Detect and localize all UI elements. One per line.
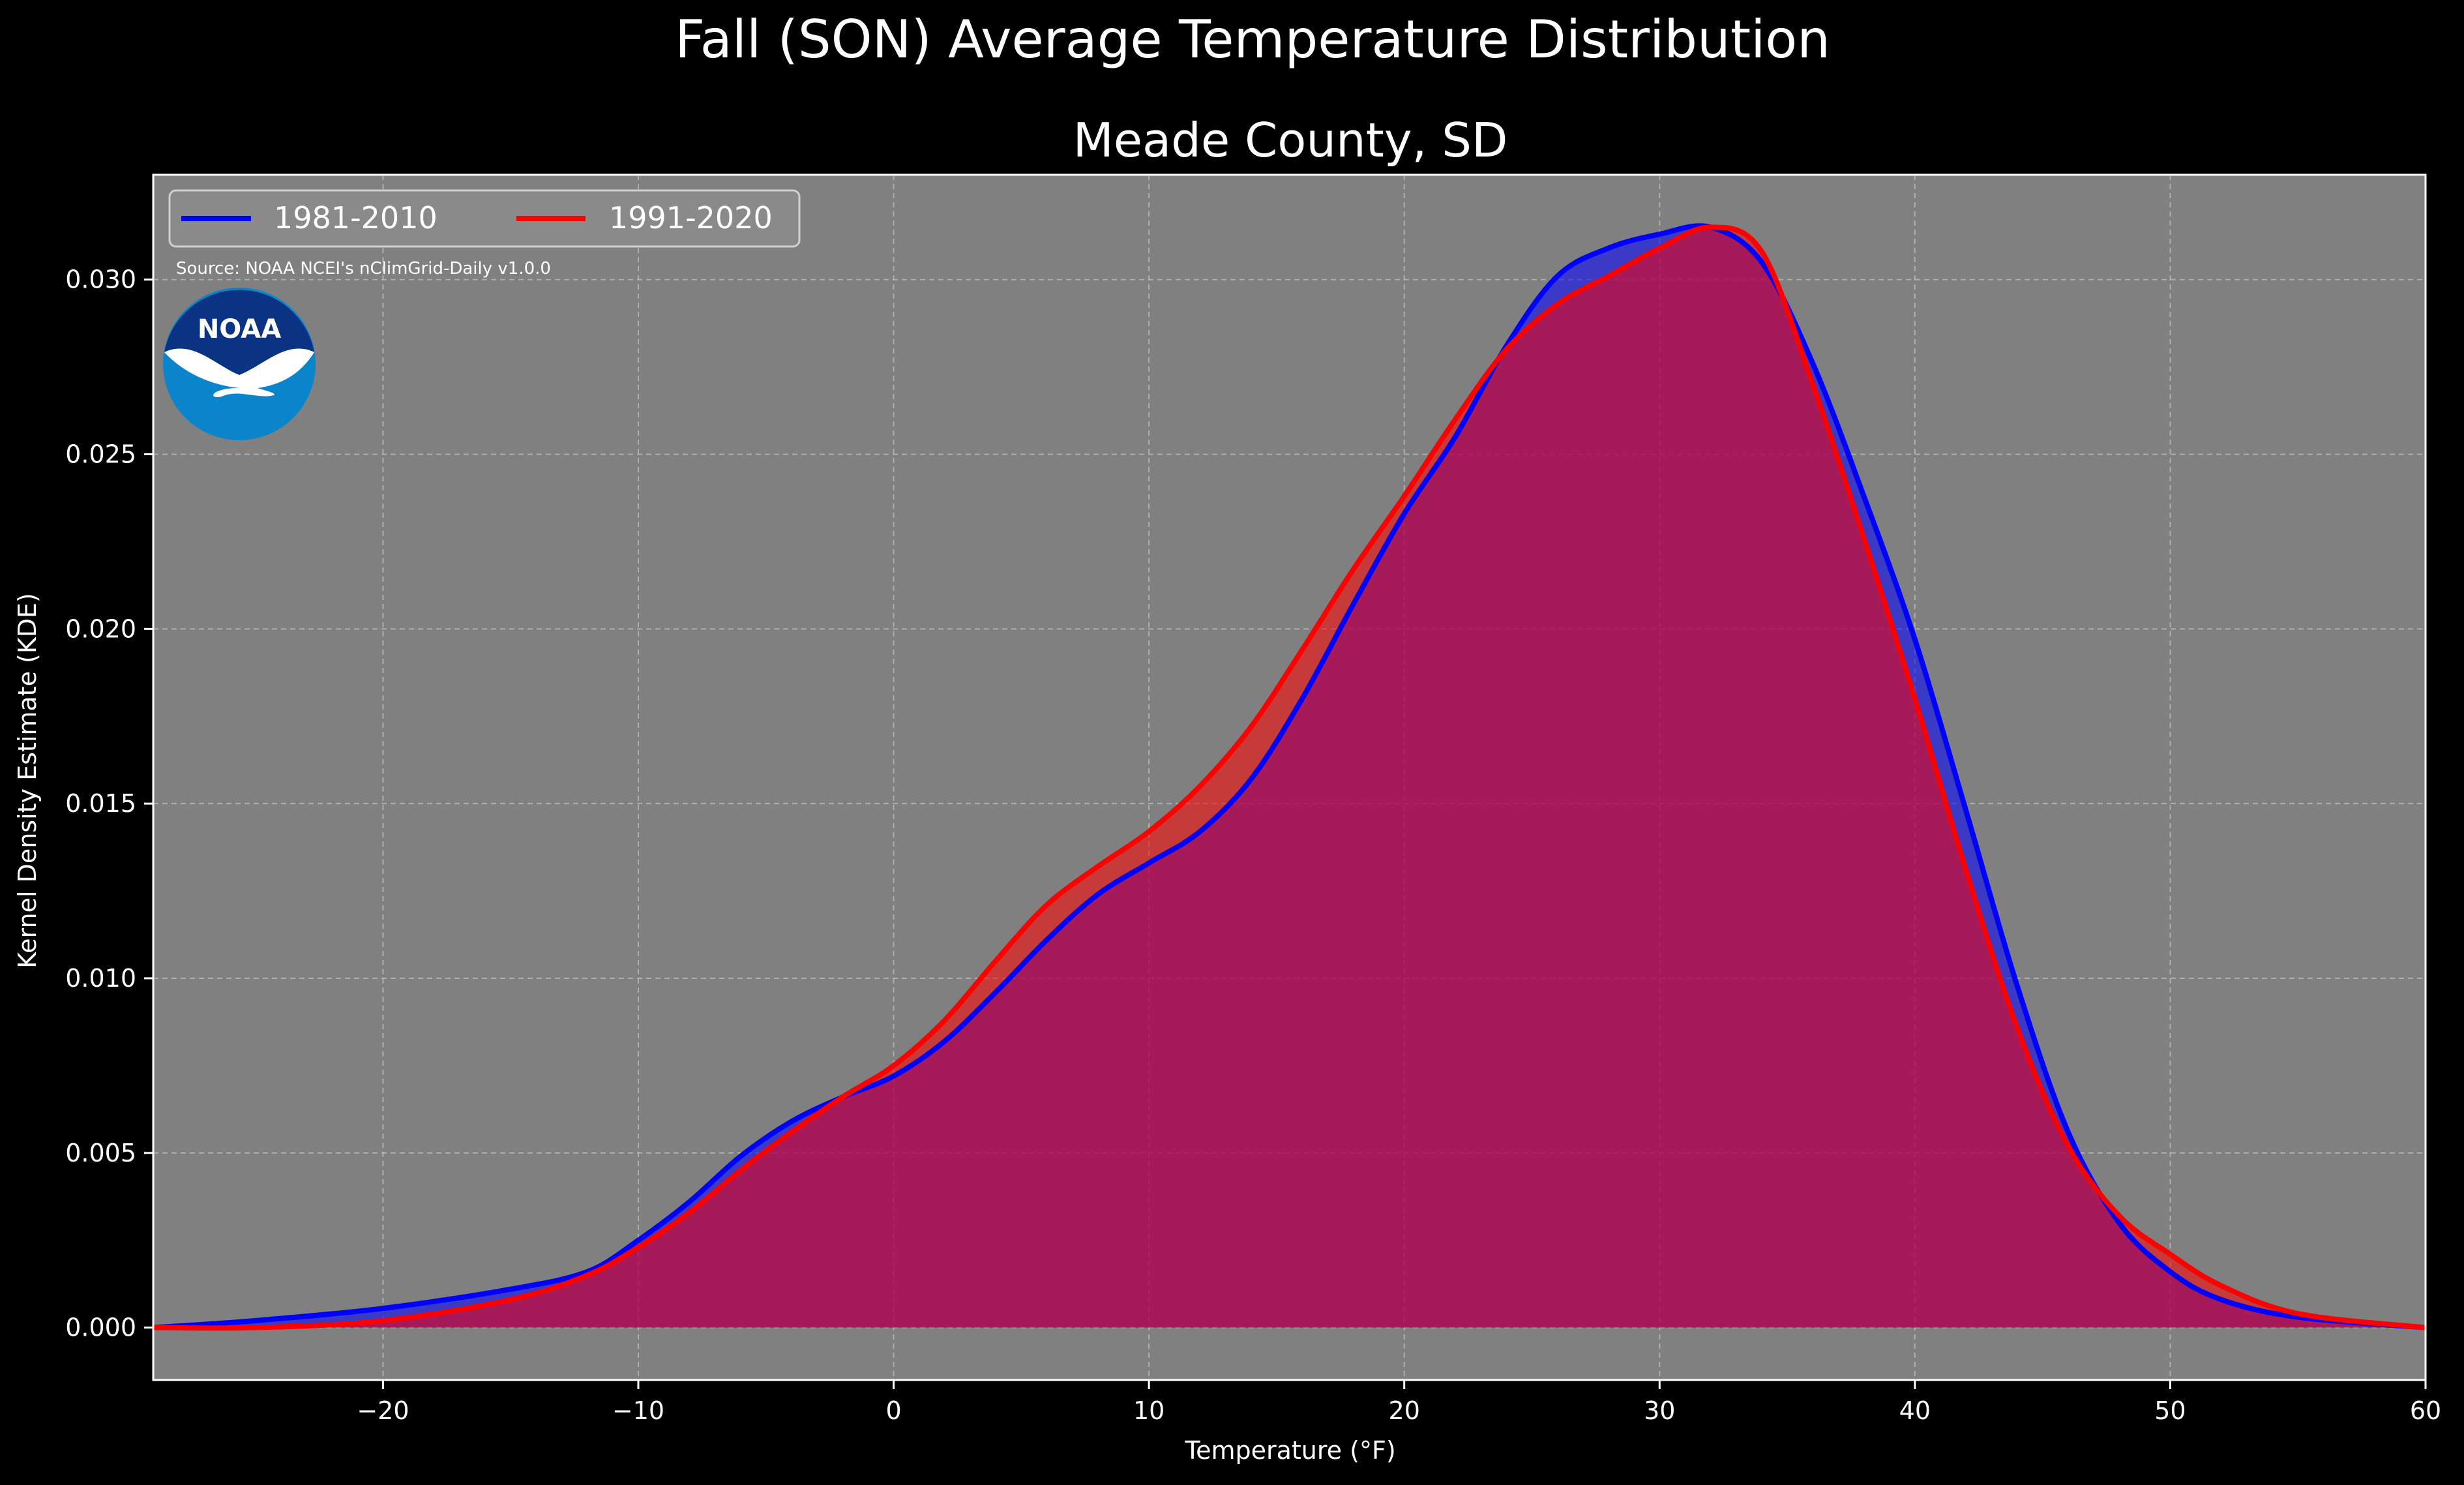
legend-label-1981-2010: 1981-2010 (274, 200, 438, 235)
series-line-1981-2010 (153, 223, 2426, 1330)
y-tick-label: 0.000 (65, 1313, 136, 1342)
series-layer (153, 223, 2426, 1331)
x-axis-label: Temperature (°F) (1184, 1436, 1395, 1465)
chart-suptitle: Fall (SON) Average Temperature Distribut… (675, 9, 1830, 70)
legend: 1981-2010 1991-2020 (168, 189, 801, 248)
axis-ticks: −20 −10 0 10 20 30 40 50 60 0.000 0.005 0.010 0.015 0… (65, 265, 2441, 1425)
y-tick-label: 0.010 (65, 964, 136, 993)
x-tick-label: 20 (1389, 1396, 1420, 1425)
noaa-logo: NOAA (163, 288, 316, 440)
area-fill-1991-2020 (153, 227, 2426, 1328)
y-tick-label: 0.020 (65, 614, 136, 643)
y-tick-label: 0.015 (65, 789, 136, 818)
series-line-1991-2020 (153, 224, 2426, 1331)
x-tick-label: 30 (1644, 1396, 1675, 1425)
x-tick-label: 50 (2154, 1396, 2186, 1425)
x-tick-label: −20 (357, 1396, 409, 1425)
y-tick-label: 0.005 (65, 1139, 136, 1167)
x-tick-label: 10 (1133, 1396, 1165, 1425)
x-tick-label: −10 (612, 1396, 664, 1425)
x-tick-label: 40 (1899, 1396, 1931, 1425)
chart-title: Meade County, SD (1073, 113, 1508, 168)
y-tick-label: 0.025 (65, 440, 136, 469)
legend-label-1991-2020: 1991-2020 (609, 200, 773, 235)
x-tick-label: 60 (2410, 1396, 2441, 1425)
plot-frame (152, 173, 2427, 1381)
legend-box (168, 189, 801, 248)
y-tick-label: 0.030 (65, 265, 136, 294)
x-tick-label: 0 (885, 1396, 901, 1425)
source-note: Source: NOAA NCEI's nClimGrid-Daily v1.0… (176, 259, 551, 278)
noaa-logo-text: NOAA (198, 314, 281, 344)
y-axis-label: Kernel Density Estimate (KDE) (13, 593, 42, 968)
